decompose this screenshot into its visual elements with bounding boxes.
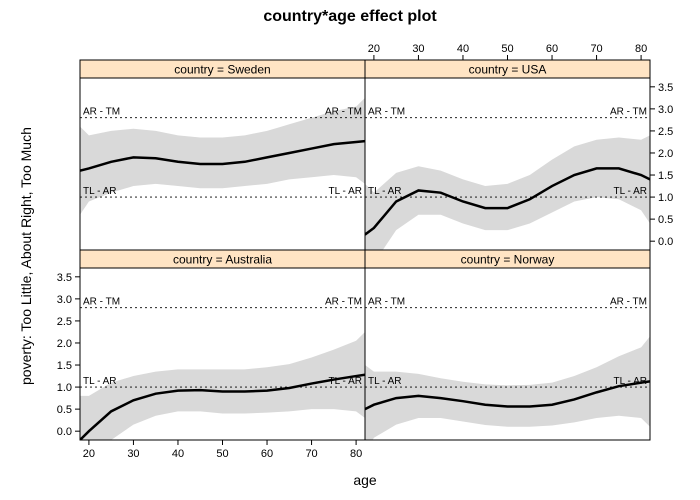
svg-text:0.5: 0.5: [658, 214, 673, 226]
svg-text:2.0: 2.0: [57, 338, 72, 350]
svg-text:country = Sweden: country = Sweden: [174, 63, 270, 77]
svg-text:1.5: 1.5: [57, 360, 72, 372]
plot-svg: AR - TM AR - TM TL - AR TL - AR country = Sw…: [0, 0, 700, 500]
svg-text:3.5: 3.5: [658, 82, 673, 94]
svg-text:AR - TM: AR - TM: [610, 297, 647, 308]
svg-text:3.0: 3.0: [57, 294, 72, 306]
svg-text:0.0: 0.0: [658, 236, 673, 248]
svg-text:60: 60: [546, 43, 558, 55]
svg-text:country = Australia: country = Australia: [173, 253, 272, 267]
svg-text:AR - TM: AR - TM: [368, 107, 405, 118]
svg-text:TL - AR: TL - AR: [83, 186, 117, 197]
svg-text:20: 20: [368, 43, 380, 55]
svg-text:TL - AR: TL - AR: [368, 186, 402, 197]
svg-text:40: 40: [457, 43, 469, 55]
svg-text:TL - AR: TL - AR: [368, 376, 402, 387]
svg-text:40: 40: [172, 448, 184, 460]
svg-text:0.5: 0.5: [57, 404, 72, 416]
svg-text:60: 60: [261, 448, 273, 460]
svg-text:50: 50: [216, 448, 228, 460]
svg-text:3.0: 3.0: [658, 104, 673, 116]
svg-text:TL - AR: TL - AR: [328, 186, 362, 197]
svg-text:country = USA: country = USA: [469, 63, 547, 77]
svg-text:TL - AR: TL - AR: [613, 186, 647, 197]
svg-text:AR - TM: AR - TM: [325, 297, 362, 308]
svg-text:2.5: 2.5: [57, 316, 72, 328]
svg-text:2.5: 2.5: [658, 126, 673, 138]
svg-text:AR - TM: AR - TM: [368, 297, 405, 308]
svg-text:AR - TM: AR - TM: [325, 107, 362, 118]
svg-text:70: 70: [590, 43, 602, 55]
svg-text:50: 50: [501, 43, 513, 55]
svg-text:30: 30: [412, 43, 424, 55]
svg-text:80: 80: [350, 448, 362, 460]
svg-text:0.0: 0.0: [57, 426, 72, 438]
svg-text:country = Norway: country = Norway: [461, 253, 555, 267]
svg-text:20: 20: [83, 448, 95, 460]
svg-text:1.5: 1.5: [658, 170, 673, 182]
svg-text:3.5: 3.5: [57, 272, 72, 284]
svg-text:30: 30: [127, 448, 139, 460]
svg-text:2.0: 2.0: [658, 148, 673, 160]
svg-text:AR - TM: AR - TM: [83, 297, 120, 308]
svg-text:AR - TM: AR - TM: [83, 107, 120, 118]
svg-text:TL - AR: TL - AR: [83, 376, 117, 387]
svg-text:1.0: 1.0: [658, 192, 673, 204]
effect-plot: country*age effect plot poverty: Too Lit…: [0, 0, 700, 500]
svg-text:1.0: 1.0: [57, 382, 72, 394]
svg-text:70: 70: [305, 448, 317, 460]
svg-text:AR - TM: AR - TM: [610, 107, 647, 118]
svg-text:80: 80: [635, 43, 647, 55]
